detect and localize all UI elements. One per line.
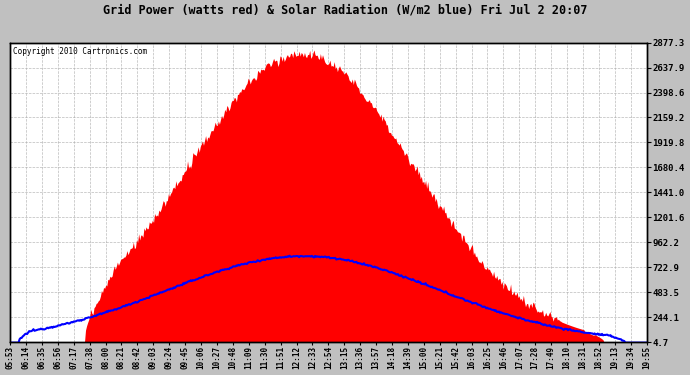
Text: Copyright 2010 Cartronics.com: Copyright 2010 Cartronics.com	[13, 47, 148, 56]
Text: Grid Power (watts red) & Solar Radiation (W/m2 blue) Fri Jul 2 20:07: Grid Power (watts red) & Solar Radiation…	[103, 4, 587, 17]
